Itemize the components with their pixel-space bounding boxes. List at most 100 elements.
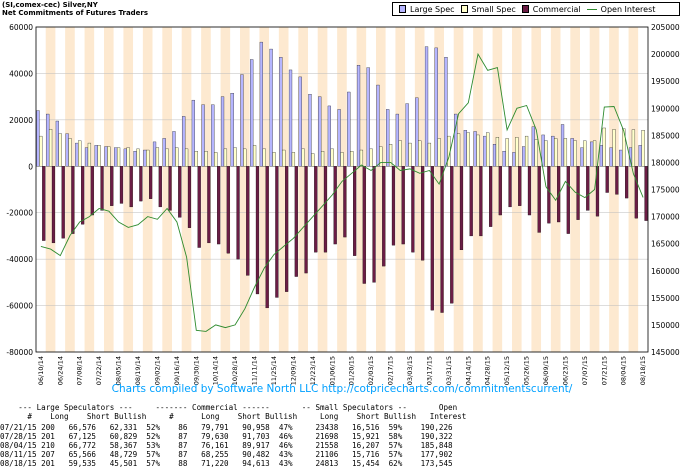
- large-spec-bar: [327, 105, 331, 167]
- legend-label: Large Spec: [410, 4, 455, 14]
- column-band: [434, 27, 444, 352]
- x-tick-label: 02/03/15: [367, 356, 375, 385]
- column-band: [55, 27, 66, 352]
- table-row: 08/18/15 201 59,535 45,501 57% 88 71,220…: [0, 459, 453, 468]
- y-left-tick-label: 20000: [9, 116, 33, 125]
- small-spec-bar: [252, 145, 257, 167]
- table-row: 07/21/15 200 66,576 62,331 52% 86 79,791…: [0, 423, 453, 432]
- small-spec-bar: [554, 138, 558, 167]
- commercial-bar: [90, 166, 94, 216]
- column-band: [94, 27, 104, 352]
- small-spec-bar: [320, 151, 325, 167]
- column-band: [181, 27, 192, 352]
- large-spec-bar: [492, 144, 497, 167]
- x-tick-label: 06/24/14: [56, 356, 64, 385]
- large-spec-bar: [512, 152, 516, 167]
- commercial-bar: [644, 166, 648, 221]
- small-spec-bar: [563, 138, 568, 167]
- legend-label: Open Interest: [600, 4, 656, 14]
- commercial-bar: [158, 166, 162, 208]
- y-left-tick-label: -60000: [6, 302, 33, 311]
- large-spec-bar: [502, 151, 506, 167]
- small-spec-bar: [486, 132, 490, 167]
- table-header-1: --- Large Speculators --- ------- Commer…: [0, 403, 458, 412]
- column-band: [152, 27, 163, 352]
- large-spec-bar: [94, 145, 98, 167]
- small-spec-bar: [437, 138, 441, 167]
- x-tick-label: 04/14/15: [464, 356, 472, 385]
- large-spec-bar: [366, 67, 370, 167]
- commercial-bar: [537, 166, 541, 233]
- small-spec-bar: [262, 148, 266, 167]
- small-spec-bar: [388, 144, 393, 167]
- commercial-bar: [110, 166, 114, 206]
- column-band: [618, 27, 629, 352]
- large-spec-bar: [75, 142, 79, 167]
- small-spec-bar: [233, 147, 237, 167]
- commercial-bar: [285, 166, 289, 292]
- small-spec-bar: [544, 140, 548, 167]
- commercial-bar: [401, 166, 405, 245]
- commercial-bar: [343, 166, 347, 238]
- small-spec-bar: [175, 147, 179, 167]
- column-band: [502, 27, 512, 352]
- large-spec-bar: [298, 76, 302, 167]
- large-spec-bar: [638, 145, 642, 167]
- small-spec-bar: [631, 129, 636, 167]
- small-spec-bar: [515, 137, 519, 167]
- column-band: [74, 27, 85, 352]
- column-band: [142, 27, 153, 352]
- commercial-bar: [178, 166, 182, 218]
- x-tick-label: 11/25/14: [270, 356, 278, 385]
- column-band: [628, 27, 639, 352]
- large-spec-bar: [356, 65, 361, 167]
- x-tick-label: 10/14/14: [212, 356, 220, 385]
- commercial-bar: [372, 166, 376, 283]
- y-right-tick-label: 200000: [651, 50, 680, 59]
- y-right-tick-label: 155000: [651, 294, 680, 303]
- y-right-tick-label: 170000: [651, 213, 680, 222]
- small-spec-bar: [58, 133, 62, 167]
- y-left-tick-label: 40000: [9, 69, 33, 78]
- commercial-bar: [586, 166, 590, 211]
- column-band: [512, 27, 522, 352]
- small-spec-bar: [39, 135, 43, 167]
- column-band: [346, 27, 357, 352]
- commercial-bar: [304, 166, 308, 274]
- large-spec-bar: [220, 96, 225, 167]
- small-spec-bar: [592, 140, 597, 167]
- small-spec-bar: [116, 147, 121, 167]
- column-band: [366, 27, 376, 352]
- large-spec-bar: [473, 131, 477, 167]
- small-spec-bar: [408, 142, 412, 167]
- x-tick-label: 05/12/15: [503, 356, 511, 385]
- large-spec-bar: [182, 116, 186, 167]
- small-spec-bar: [136, 148, 140, 167]
- x-tick-label: 06/23/15: [561, 356, 569, 385]
- small-spec-swatch: [460, 5, 468, 13]
- commercial-bar: [294, 166, 298, 277]
- column-band: [541, 27, 551, 352]
- large-spec-bar: [250, 59, 254, 167]
- commercial-bar: [382, 166, 386, 267]
- column-band: [113, 27, 124, 352]
- x-tick-label: 01/20/15: [348, 356, 356, 385]
- table-row: 08/11/15 207 65,566 48,729 57% 87 68,255…: [0, 450, 453, 459]
- small-spec-bar: [622, 128, 626, 167]
- small-spec-bar: [184, 148, 189, 167]
- commercial-bar: [459, 166, 464, 251]
- large-spec-bar: [376, 84, 380, 167]
- small-spec-bar: [340, 152, 344, 167]
- x-tick-label: 06/09/15: [542, 356, 550, 385]
- commercial-bar: [498, 166, 502, 216]
- large-spec-bar: [424, 46, 429, 167]
- commercial-bar: [265, 166, 269, 309]
- small-spec-bar: [48, 128, 53, 167]
- large-spec-bar: [162, 138, 166, 167]
- column-band: [414, 27, 425, 352]
- x-tick-label: 08/19/14: [134, 356, 142, 385]
- chart-title: (SI,comex-cec) Silver,NY: [2, 1, 98, 9]
- column-band: [550, 27, 561, 352]
- column-band: [521, 27, 532, 352]
- small-spec-bar: [573, 140, 577, 167]
